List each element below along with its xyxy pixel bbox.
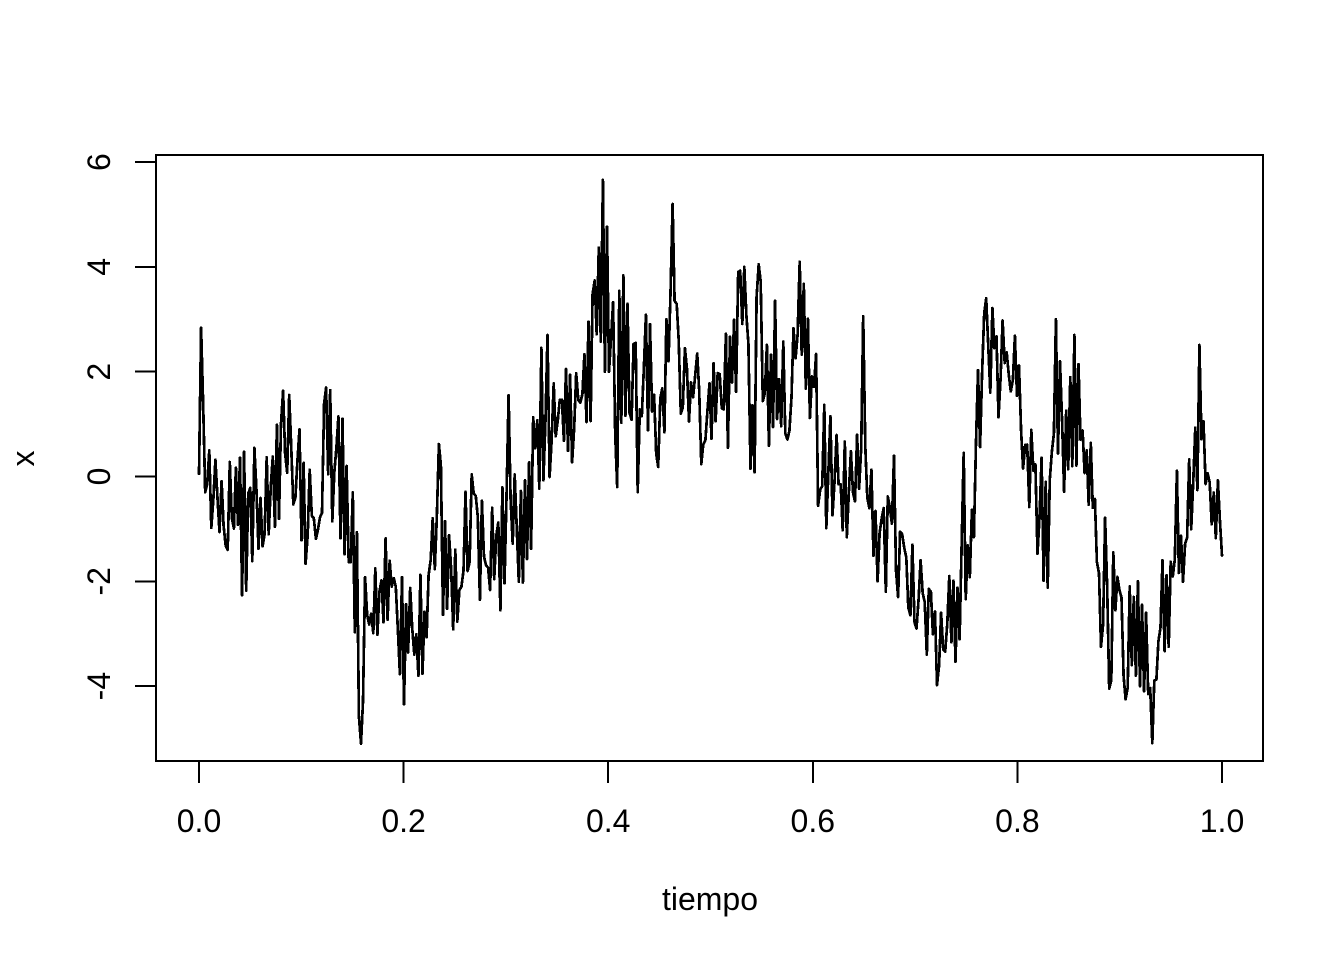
svg-text:-4: -4 <box>81 672 117 700</box>
svg-text:1.0: 1.0 <box>1200 803 1244 839</box>
svg-text:6: 6 <box>81 153 117 171</box>
svg-text:0.8: 0.8 <box>995 803 1039 839</box>
svg-text:-2: -2 <box>81 567 117 595</box>
svg-text:4: 4 <box>81 258 117 276</box>
svg-text:tiempo: tiempo <box>662 881 758 917</box>
svg-text:0.0: 0.0 <box>177 803 221 839</box>
svg-text:0: 0 <box>81 468 117 486</box>
svg-text:0.6: 0.6 <box>791 803 835 839</box>
svg-text:0.4: 0.4 <box>586 803 630 839</box>
svg-text:2: 2 <box>81 363 117 381</box>
svg-text:x: x <box>5 451 41 467</box>
svg-text:0.2: 0.2 <box>381 803 425 839</box>
